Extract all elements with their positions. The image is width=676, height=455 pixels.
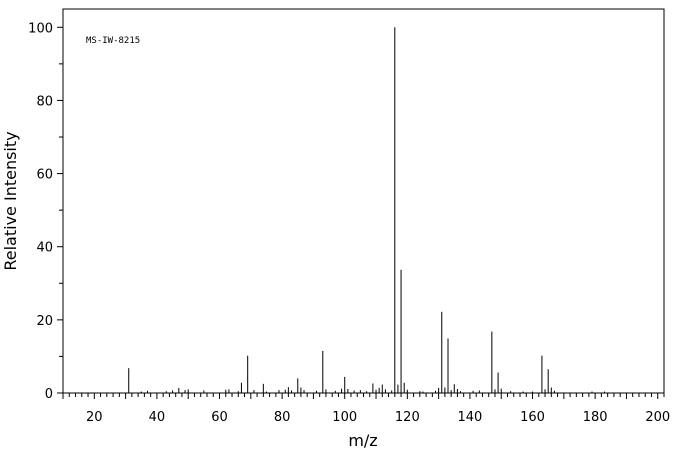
y-tick-label: 100 [28,21,53,36]
spectrum-id-annotation: MS-IW-8215 [86,36,140,46]
x-tick-label: 80 [274,410,291,425]
y-tick-label: 20 [36,314,53,329]
y-tick-label: 0 [45,387,53,402]
y-axis-title: Relative Intensity [1,131,20,270]
x-tick-label: 200 [645,410,670,425]
x-tick-label: 100 [332,410,357,425]
x-tick-label: 140 [458,410,483,425]
x-tick-label: 120 [395,410,420,425]
x-tick-label: 180 [583,410,608,425]
y-axis-ticks: 0 20 40 60 80 100 [28,21,63,402]
spectrum-peaks [128,27,606,393]
x-tick-label: 20 [86,410,103,425]
plot-frame [62,8,665,394]
y-tick-label: 40 [36,241,53,256]
x-axis-ticks: 20 40 60 80 100 120 140 160 180 200 [62,393,670,425]
x-tick-label: 60 [211,410,228,425]
y-tick-label: 60 [36,168,53,183]
x-axis-title: m/z [348,431,377,450]
x-tick-label: 40 [149,410,166,425]
y-tick-label: 80 [36,94,53,109]
x-tick-label: 160 [520,410,545,425]
